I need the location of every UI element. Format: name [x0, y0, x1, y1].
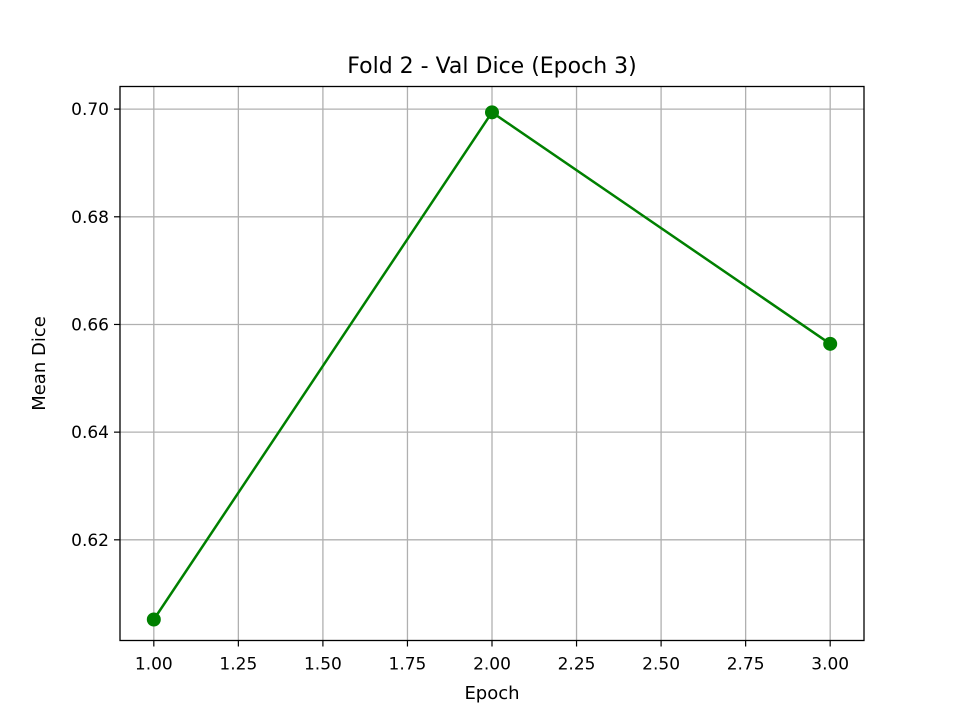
x-tick-label: 1.25: [219, 655, 257, 675]
x-axis: 1.00 1.25 1.50 1.75 2.00 2.25 2.50 2.75 3.00: [135, 640, 849, 675]
x-axis-label: Epoch: [464, 683, 519, 704]
y-axis: 0.62 0.64 0.66 0.68 0.70: [71, 100, 120, 551]
y-axis-label: Mean Dice: [29, 316, 50, 411]
x-tick-label: 2.25: [558, 655, 596, 675]
x-tick-label: 1.50: [304, 655, 342, 675]
y-tick-label: 0.62: [71, 531, 109, 551]
x-tick-label: 1.75: [389, 655, 427, 675]
x-tick-label: 1.00: [135, 655, 173, 675]
y-tick-label: 0.70: [71, 100, 109, 120]
data-point: [485, 105, 499, 120]
y-tick-label: 0.64: [71, 423, 109, 443]
series-group: [146, 105, 838, 627]
data-point: [146, 612, 161, 627]
data-point: [823, 336, 838, 351]
y-tick-label: 0.68: [71, 208, 109, 228]
x-tick-label: 2.75: [727, 655, 765, 675]
chart-title: Fold 2 - Val Dice (Epoch 3): [347, 54, 636, 79]
x-tick-label: 2.00: [473, 655, 511, 675]
y-tick-label: 0.66: [71, 315, 109, 335]
x-tick-label: 3.00: [811, 655, 849, 675]
x-tick-label: 2.50: [642, 655, 680, 675]
